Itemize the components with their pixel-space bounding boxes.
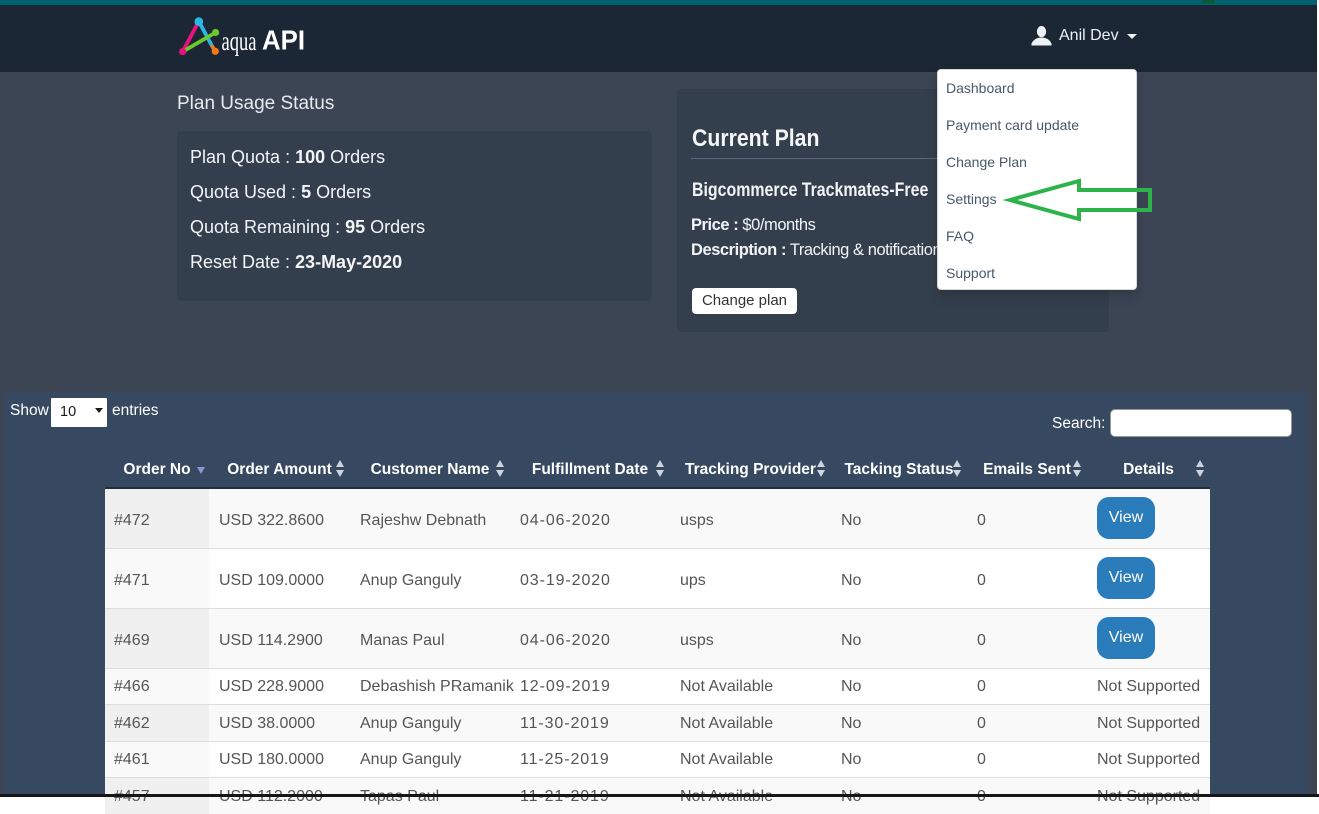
svg-text:aqua: aqua [222, 26, 257, 56]
svg-text:API: API [262, 25, 305, 56]
